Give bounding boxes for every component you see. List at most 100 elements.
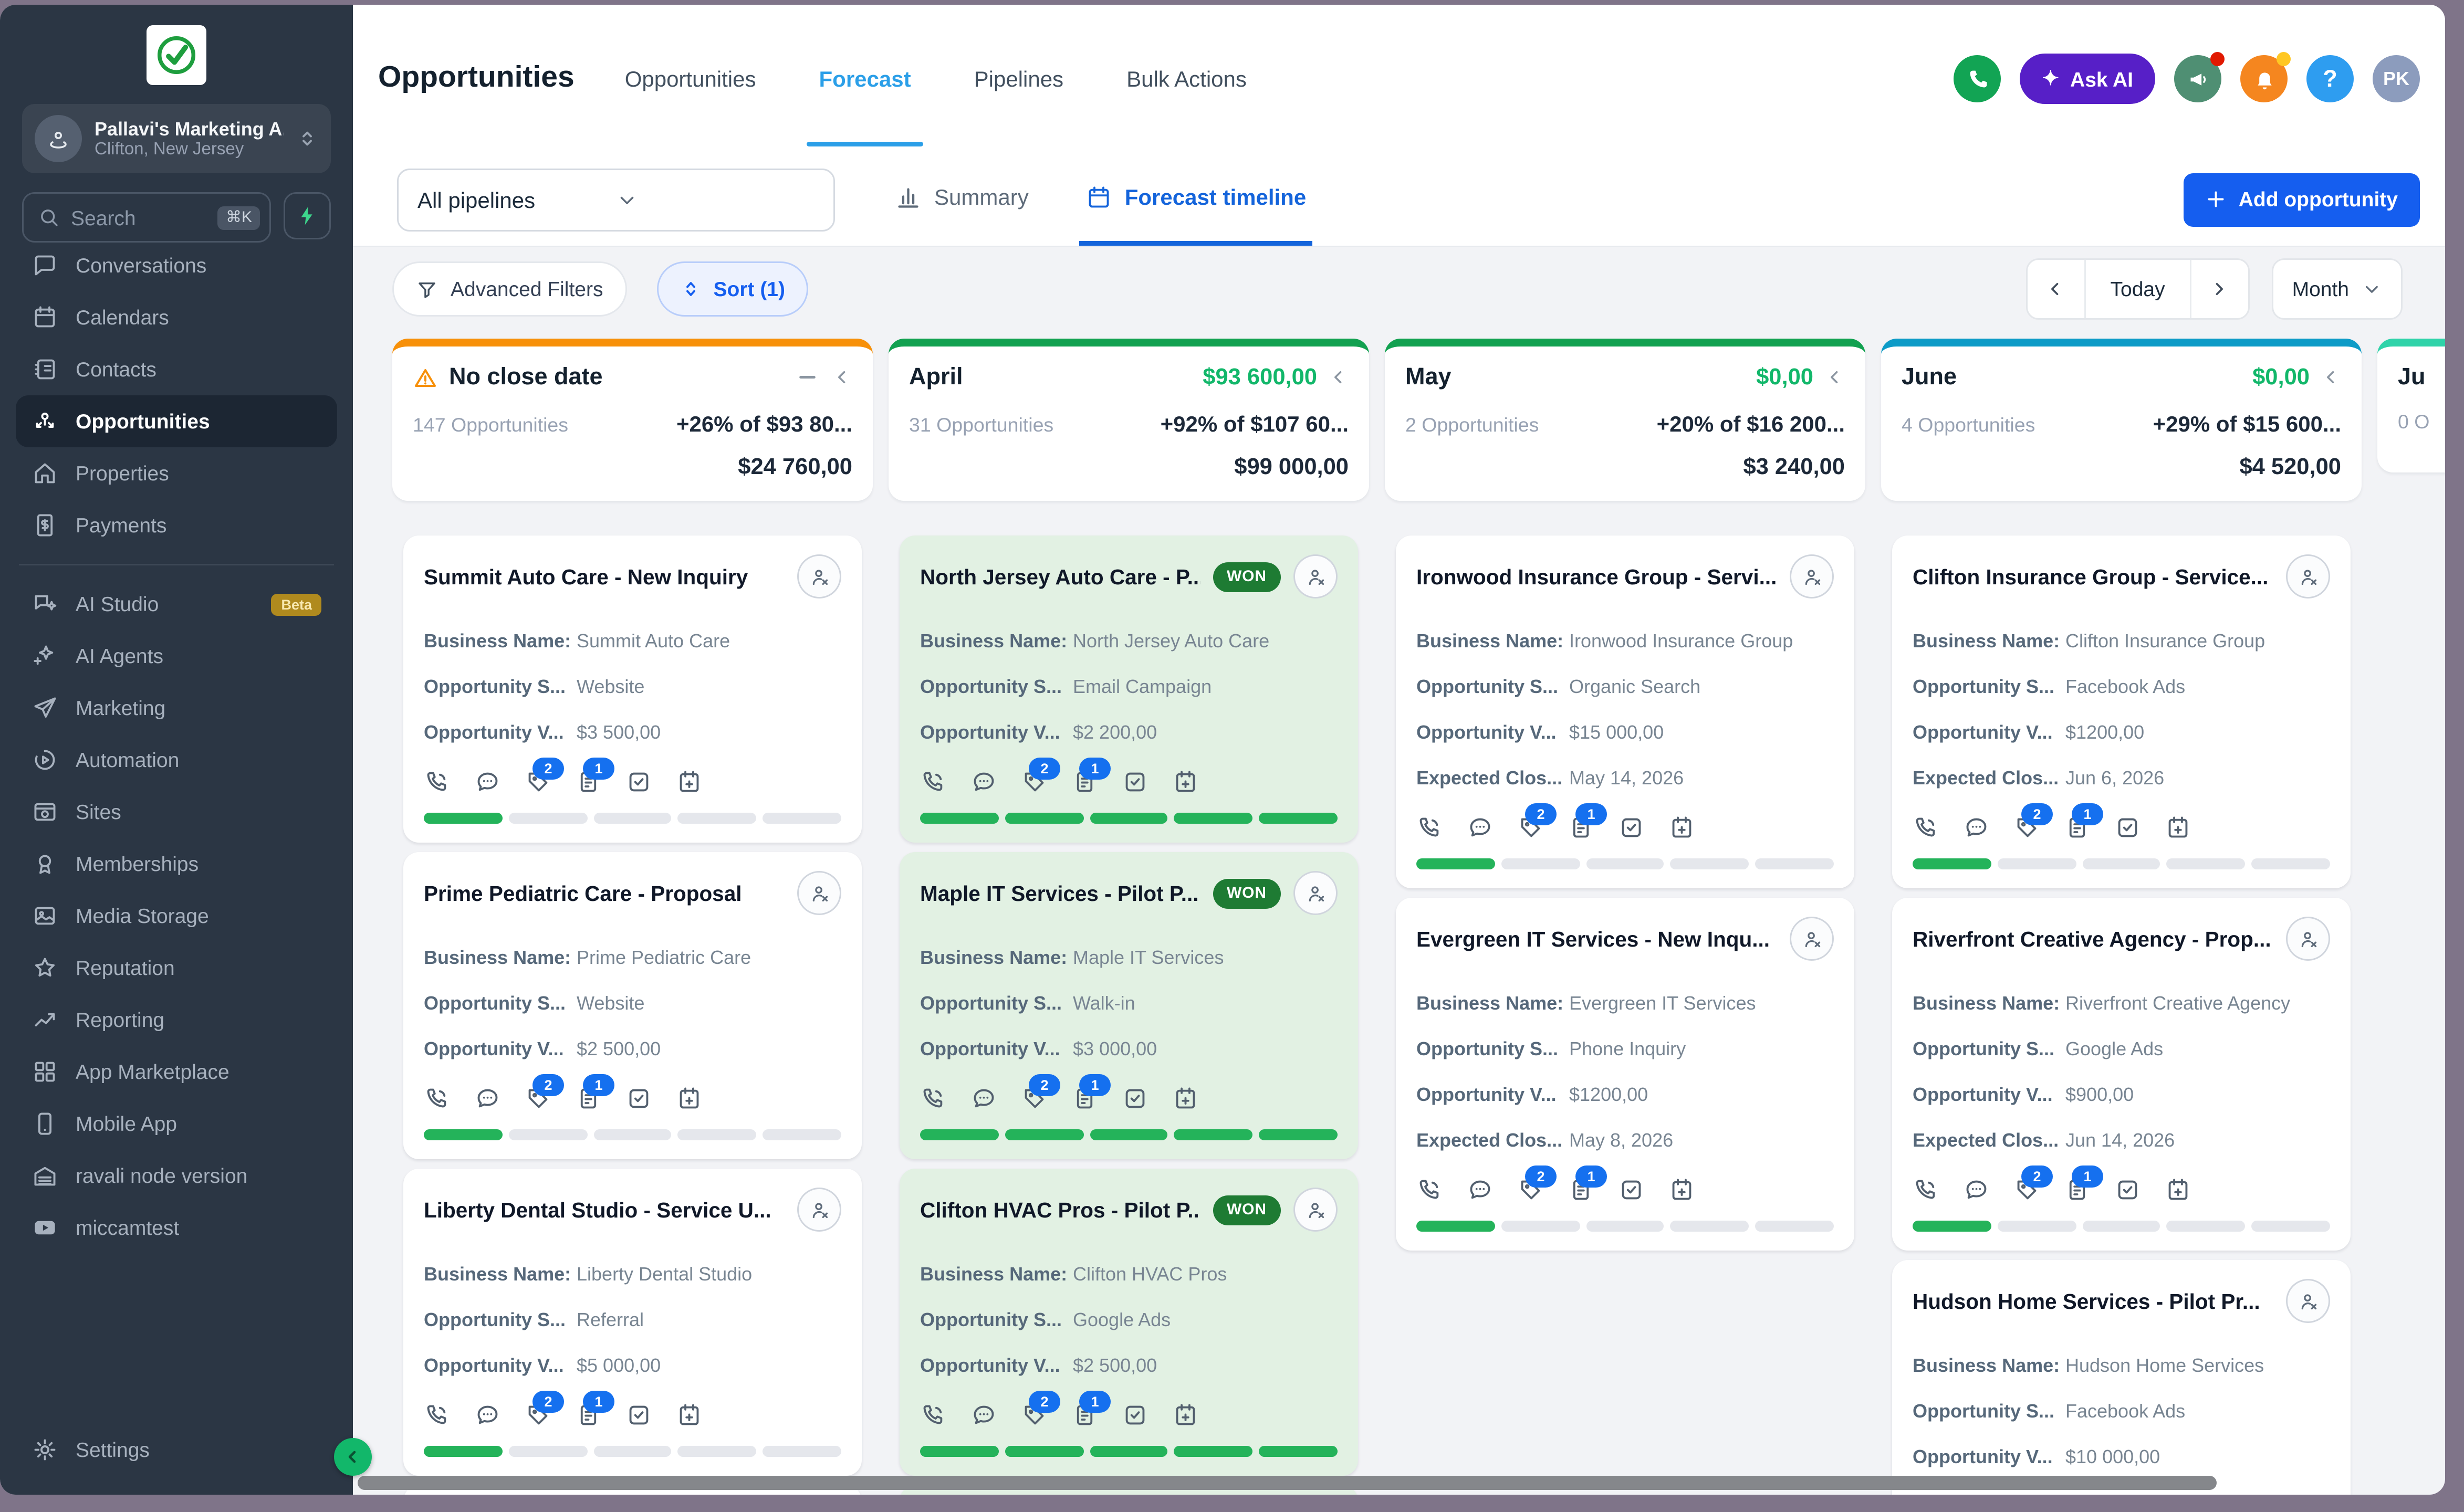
sidebar-item-media-storage[interactable]: Media Storage — [16, 890, 337, 942]
opportunity-card[interactable]: Maple IT Services - Pilot P... WON Busines… — [900, 852, 1358, 1159]
opportunity-card[interactable]: Riverfront Creative Agency - Prop... Busi… — [1892, 898, 2351, 1251]
calendar-add-action-button[interactable] — [676, 769, 703, 795]
task-action-button[interactable] — [625, 769, 652, 795]
phone-dialer-button[interactable] — [1954, 55, 2001, 102]
advanced-filters-button[interactable]: Advanced Filters — [392, 261, 627, 317]
phone-action-button[interactable] — [424, 1085, 451, 1112]
today-button[interactable]: Today — [2084, 260, 2191, 318]
column-chevron-button[interactable] — [1824, 367, 1845, 387]
column-chevron-button[interactable] — [832, 367, 852, 387]
sidebar-collapse-button[interactable] — [334, 1438, 372, 1476]
tag-action-button[interactable]: 2 — [1021, 1391, 1060, 1429]
assign-user-button[interactable] — [797, 554, 841, 598]
sidebar-item-app-marketplace[interactable]: App Marketplace — [16, 1046, 337, 1098]
opportunity-card[interactable]: Summit Auto Care - New Inquiry Business N… — [403, 536, 862, 843]
tag-action-button[interactable]: 2 — [2013, 1166, 2053, 1203]
sidebar-item-ai-agents[interactable]: AI Agents — [16, 630, 337, 682]
chat-action-button[interactable] — [1963, 1177, 1990, 1203]
task-action-button[interactable] — [2114, 1177, 2141, 1203]
sidebar-item-sites[interactable]: Sites — [16, 786, 337, 838]
search-input[interactable]: Search ⌘K — [22, 192, 271, 243]
account-switcher[interactable]: Pallavi's Marketing A... Clifton, New Je… — [22, 104, 331, 173]
opportunity-card[interactable]: Evergreen IT Services - New Inqu... Busin… — [1396, 898, 1854, 1251]
assign-user-button[interactable] — [797, 1188, 841, 1232]
chat-action-button[interactable] — [970, 769, 997, 795]
tag-action-button[interactable]: 2 — [1517, 1166, 1557, 1203]
assign-user-button[interactable] — [2286, 917, 2330, 961]
view-tab-forecast-timeline[interactable]: Forecast timeline — [1079, 153, 1313, 246]
task-action-button[interactable] — [1618, 1177, 1645, 1203]
chat-action-button[interactable] — [1963, 814, 1990, 841]
column-chevron-button[interactable] — [1328, 367, 1349, 387]
sidebar-item-reputation[interactable]: Reputation — [16, 942, 337, 994]
task-action-button[interactable] — [1122, 769, 1149, 795]
sidebar-item-settings[interactable]: Settings — [16, 1424, 337, 1476]
range-select[interactable]: Month — [2271, 258, 2403, 320]
pipeline-select[interactable]: All pipelines — [397, 167, 835, 231]
sidebar-item-contacts[interactable]: Contacts — [16, 343, 337, 395]
sidebar-item-opportunities[interactable]: Opportunities — [16, 395, 337, 447]
note-action-button[interactable]: 1 — [575, 1391, 614, 1429]
tag-action-button[interactable]: 2 — [1021, 758, 1060, 795]
phone-action-button[interactable] — [1913, 814, 1939, 841]
sort-button[interactable]: Sort (1) — [656, 261, 809, 317]
column-chevron-button[interactable] — [2321, 367, 2341, 387]
opportunity-card[interactable]: Ironwood Insurance Group - Servi... Busin… — [1396, 536, 1854, 888]
tab-opportunities[interactable]: Opportunities — [624, 66, 756, 91]
opportunity-card[interactable]: Prime Pediatric Care - Proposal Business … — [403, 852, 862, 1159]
assign-user-button[interactable] — [2286, 1279, 2330, 1323]
tab-bulk-actions[interactable]: Bulk Actions — [1126, 66, 1247, 91]
task-action-button[interactable] — [2114, 814, 2141, 841]
phone-action-button[interactable] — [1913, 1177, 1939, 1203]
calendar-add-action-button[interactable] — [676, 1085, 703, 1112]
opportunity-card[interactable]: Liberty Dental Studio - Service U... Busi… — [403, 1169, 862, 1476]
calendar-add-action-button[interactable] — [1172, 769, 1199, 795]
note-action-button[interactable]: 1 — [2064, 1166, 2103, 1203]
opportunity-card[interactable]: Clifton Insurance Group - Service... Busi… — [1892, 536, 2351, 888]
phone-action-button[interactable] — [1416, 1177, 1443, 1203]
chat-action-button[interactable] — [970, 1085, 997, 1112]
phone-action-button[interactable] — [424, 1402, 451, 1429]
calendar-add-action-button[interactable] — [1668, 814, 1695, 841]
quick-actions-button[interactable] — [284, 192, 331, 239]
user-avatar[interactable]: PK — [2373, 55, 2420, 102]
sidebar-item-miccamtest[interactable]: miccamtest — [16, 1202, 337, 1254]
assign-user-button[interactable] — [1293, 871, 1338, 915]
task-action-button[interactable] — [625, 1085, 652, 1112]
calendar-add-action-button[interactable] — [1668, 1177, 1695, 1203]
ask-ai-button[interactable]: ✦ Ask AI — [2020, 54, 2155, 104]
sidebar-item-conversations[interactable]: Conversations — [16, 252, 337, 291]
sidebar-item-memberships[interactable]: Memberships — [16, 838, 337, 890]
sidebar-item-payments[interactable]: Payments — [16, 499, 337, 551]
task-action-button[interactable] — [1122, 1085, 1149, 1112]
note-action-button[interactable]: 1 — [575, 758, 614, 795]
tab-forecast[interactable]: Forecast — [806, 5, 924, 153]
assign-user-button[interactable] — [1790, 917, 1834, 961]
sidebar-item-reporting[interactable]: Reporting — [16, 994, 337, 1046]
note-action-button[interactable]: 1 — [1568, 803, 1607, 841]
opportunity-card[interactable]: Hudson Home Services - Pilot Pr... Busine… — [1892, 1260, 2351, 1495]
assign-user-button[interactable] — [797, 871, 841, 915]
column-collapse-button[interactable] — [794, 364, 821, 391]
assign-user-button[interactable] — [1293, 1188, 1338, 1232]
sidebar-item-mobile-app[interactable]: Mobile App — [16, 1098, 337, 1150]
sidebar-item-ravali-node-version[interactable]: ravali node version — [16, 1150, 337, 1202]
chat-action-button[interactable] — [970, 1402, 997, 1429]
chat-action-button[interactable] — [474, 769, 501, 795]
add-opportunity-button[interactable]: Add opportunity — [2183, 172, 2420, 226]
sidebar-item-ai-studio[interactable]: AI Studio Beta — [16, 578, 337, 630]
note-action-button[interactable]: 1 — [1071, 1391, 1111, 1429]
phone-action-button[interactable] — [1416, 814, 1443, 841]
tag-action-button[interactable]: 2 — [525, 1391, 564, 1429]
phone-action-button[interactable] — [920, 1085, 947, 1112]
chat-action-button[interactable] — [474, 1085, 501, 1112]
help-button[interactable]: ? — [2306, 55, 2354, 102]
prev-period-button[interactable] — [2028, 260, 2084, 318]
calendar-add-action-button[interactable] — [2165, 814, 2191, 841]
tag-action-button[interactable]: 2 — [1021, 1074, 1060, 1112]
assign-user-button[interactable] — [1293, 554, 1338, 598]
phone-action-button[interactable] — [424, 769, 451, 795]
view-tab-summary[interactable]: Summary — [889, 153, 1035, 246]
task-action-button[interactable] — [625, 1402, 652, 1429]
note-action-button[interactable]: 1 — [1568, 1166, 1607, 1203]
